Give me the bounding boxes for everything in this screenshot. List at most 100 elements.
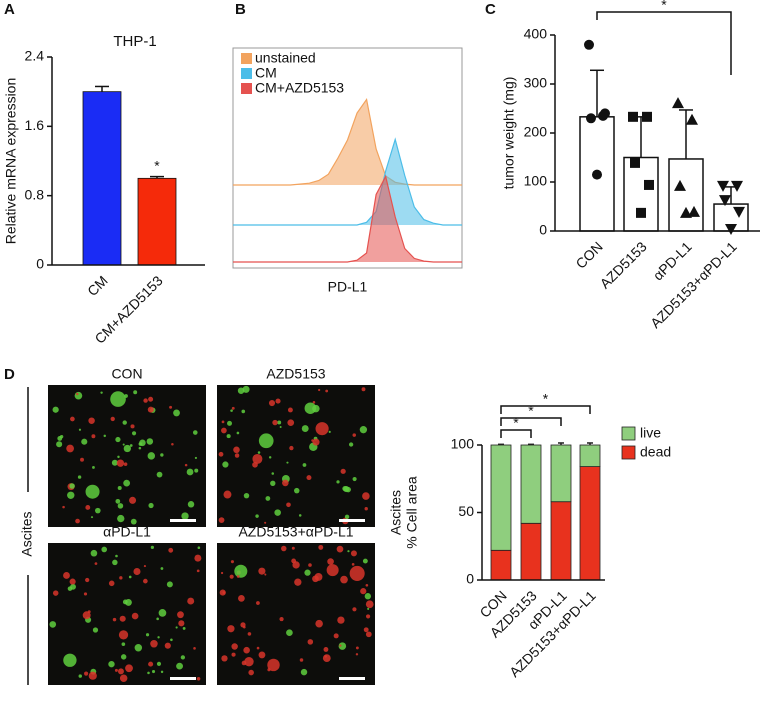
cell-blob <box>352 607 357 612</box>
bracket <box>500 405 591 414</box>
scale-bar <box>170 677 196 680</box>
cell-blob <box>111 459 118 466</box>
cell-blob <box>365 631 372 638</box>
cell-blob <box>248 669 254 676</box>
cell-blob <box>267 658 280 672</box>
data-point <box>586 113 596 124</box>
cell-blob <box>81 438 88 445</box>
cell-blob <box>173 409 180 417</box>
cell-blob <box>226 434 231 439</box>
cell-blob <box>94 562 98 565</box>
cell-blob <box>231 406 235 410</box>
cell-blob <box>130 424 135 429</box>
cell-blob <box>351 562 355 566</box>
bar-segment <box>520 444 542 524</box>
y-axis-label: Ascites <box>388 490 404 535</box>
cell-blob <box>333 633 339 639</box>
cell-blob <box>133 568 141 576</box>
cell-blob <box>286 629 293 637</box>
cell-blob <box>160 453 164 457</box>
cell-blob <box>156 617 159 621</box>
y-tick-label: 0 <box>466 571 474 587</box>
y-tick-label: 0 <box>36 256 44 272</box>
cell-blob <box>117 668 124 675</box>
cell-blob <box>115 436 121 443</box>
cell-blob <box>322 654 331 663</box>
cell-blob <box>363 627 369 633</box>
cell-blob <box>119 576 123 580</box>
y-axis-label: % Cell area <box>404 476 420 549</box>
data-point <box>719 195 731 207</box>
y-axis-label: Relative mRNA expression <box>3 78 19 245</box>
bar <box>668 158 704 232</box>
cell-blob <box>231 652 236 657</box>
cell-blob <box>365 614 371 619</box>
cell-blob <box>175 626 178 629</box>
cell-blob <box>146 438 154 445</box>
y-tick-label: 2.4 <box>25 48 45 64</box>
cell-blob <box>365 600 374 609</box>
cell-blob <box>318 544 324 550</box>
cell-blob <box>362 558 368 564</box>
cell-blob <box>90 516 94 519</box>
cell-blob <box>227 420 233 426</box>
cell-blob <box>234 453 240 458</box>
cell-blob <box>337 616 345 624</box>
data-point <box>592 169 602 180</box>
cell-blob <box>194 468 199 473</box>
cell-blob <box>169 405 173 409</box>
cell-blob <box>279 616 284 622</box>
y-tick-label: 100 <box>524 173 548 189</box>
plot-frame <box>232 47 463 269</box>
cell-blob <box>180 655 186 660</box>
cell-blob <box>312 404 320 413</box>
cell-blob <box>120 654 127 660</box>
cell-blob <box>196 677 201 681</box>
cell-blob <box>222 591 226 594</box>
data-point <box>717 180 729 192</box>
cell-blob <box>347 550 350 553</box>
cell-blob <box>247 632 252 636</box>
cell-blob <box>326 564 339 577</box>
scale-bar <box>339 677 365 680</box>
cell-blob <box>233 446 240 454</box>
cell-blob <box>304 569 311 576</box>
cell-blob <box>271 472 275 475</box>
cell-blob <box>91 434 96 439</box>
data-point <box>674 179 686 191</box>
cell-blob <box>92 627 99 633</box>
cell-blob <box>56 441 63 448</box>
y-axis-label: tumor weight (mg) <box>501 77 517 190</box>
bar-segment <box>579 444 601 468</box>
cell-blob <box>230 409 233 412</box>
cell-blob <box>230 560 234 564</box>
bar-segment <box>550 444 572 503</box>
cell-blob <box>361 387 366 392</box>
x-tick-label: CM <box>84 272 111 299</box>
cell-blob <box>299 658 304 662</box>
cell-blob <box>221 420 225 424</box>
scale-bar <box>339 519 365 522</box>
cell-blob <box>69 483 75 489</box>
cell-blob <box>112 559 118 566</box>
cell-blob <box>115 498 121 504</box>
cell-blob <box>187 501 195 508</box>
cell-blob <box>364 593 372 600</box>
cell-blob <box>128 575 132 579</box>
cell-blob <box>352 433 356 437</box>
bar <box>82 91 122 266</box>
cell-blob <box>364 507 368 511</box>
significance: * <box>661 0 667 13</box>
cell-blob <box>129 444 133 447</box>
cell-blob <box>80 457 84 462</box>
cell-blob <box>148 396 154 402</box>
cell-blob <box>83 592 88 596</box>
cell-blob <box>150 640 158 648</box>
cell-blob <box>270 480 276 486</box>
image-title: AZD5153 <box>266 366 325 382</box>
density-area <box>233 176 462 262</box>
cell-blob <box>312 438 320 446</box>
cell-blob <box>85 484 100 499</box>
cell-blob <box>367 607 370 610</box>
cell-blob <box>177 611 184 619</box>
